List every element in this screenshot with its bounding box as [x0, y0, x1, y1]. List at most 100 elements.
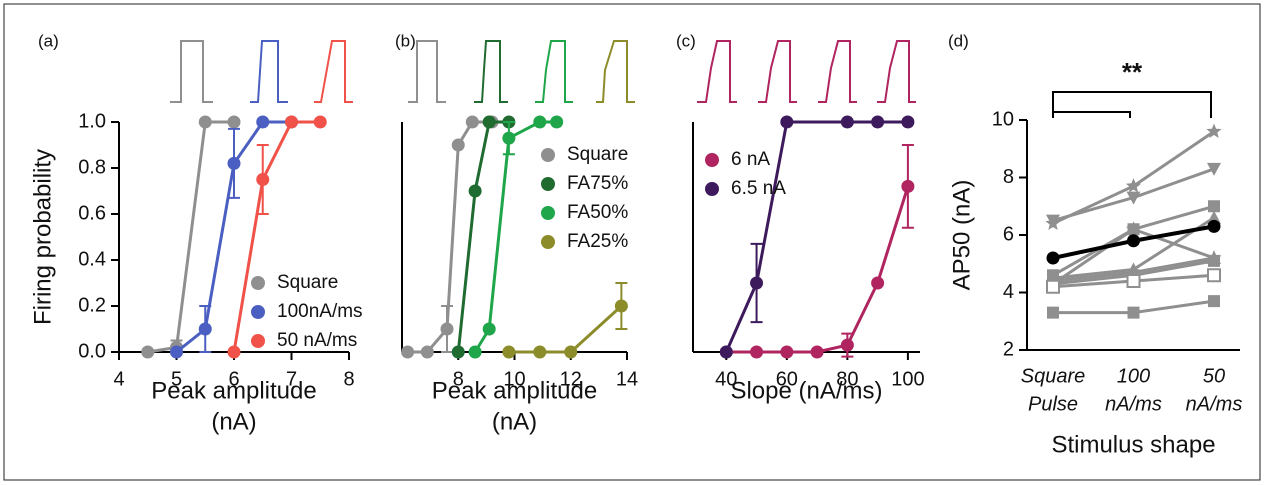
stimulus-icon	[170, 40, 213, 103]
x-tick-label: 80	[836, 368, 858, 390]
marker	[1047, 306, 1059, 319]
marker	[502, 345, 516, 359]
stimulus-icon	[877, 40, 916, 103]
marker	[1127, 234, 1140, 248]
marker	[465, 115, 479, 129]
marker	[1208, 295, 1220, 308]
marker	[1046, 251, 1060, 265]
y-tick-label: 0.4	[78, 248, 106, 270]
marker	[750, 276, 764, 290]
marker	[1207, 210, 1221, 224]
stimulus-icon	[408, 40, 446, 103]
marker	[1207, 268, 1221, 283]
legend-marker	[705, 182, 719, 196]
stimulus-icon	[314, 40, 353, 103]
legend-marker	[541, 148, 555, 162]
stimulus-icon	[758, 40, 797, 103]
x-tick-label: 40	[715, 368, 737, 390]
x-tick-label: 10	[503, 368, 525, 390]
marker	[871, 115, 885, 129]
x-tick-label: 6	[228, 368, 239, 390]
marker	[1127, 306, 1140, 319]
x-axis-label: (nA)	[492, 408, 537, 435]
marker	[468, 184, 482, 198]
legend-label: 50 nA/ms	[277, 330, 357, 351]
marker	[1208, 200, 1220, 213]
y-tick-label: 0.2	[78, 294, 106, 316]
x-tick-label: 100	[891, 368, 924, 390]
legend-label: 100nA/ms	[277, 301, 363, 322]
panel-label: (a)	[38, 31, 59, 50]
marker	[198, 115, 212, 129]
y-tick-label: 6	[1003, 223, 1014, 245]
y-tick-label: 0.0	[78, 340, 106, 362]
legend-marker	[541, 235, 555, 249]
marker	[256, 115, 270, 129]
marker	[468, 345, 482, 359]
marker	[227, 345, 241, 359]
legend-marker	[541, 206, 555, 220]
significance-bracket	[1052, 91, 1212, 118]
marker	[1206, 123, 1222, 138]
marker	[227, 156, 241, 170]
y-tick-label: 1.0	[78, 110, 106, 132]
stimulus-icon	[596, 40, 635, 103]
marker	[810, 345, 824, 359]
marker	[141, 345, 155, 359]
legend-label: 6 nA	[731, 149, 770, 170]
series-line	[147, 120, 234, 354]
marker	[451, 138, 465, 152]
marker	[170, 345, 183, 359]
x-tick-label: 100	[1117, 365, 1150, 387]
panel-label: (c)	[676, 31, 696, 50]
marker	[420, 345, 434, 359]
panel-label: (b)	[395, 31, 416, 50]
marker	[313, 115, 327, 129]
marker	[451, 345, 465, 359]
marker	[1046, 214, 1060, 228]
legend-marker	[251, 334, 265, 348]
x-tick-label: 12	[560, 368, 582, 390]
marker	[401, 345, 415, 359]
marker	[1125, 178, 1142, 193]
x-tick-label: nA/ms	[1186, 393, 1243, 415]
x-tick-label: 60	[776, 368, 798, 390]
x-tick-label: 50	[1203, 365, 1225, 387]
legend-label: Square	[277, 272, 338, 293]
marker	[198, 322, 212, 336]
x-axis-label: Peak amplitude	[151, 377, 316, 404]
marker	[285, 115, 298, 129]
marker	[550, 115, 564, 129]
y-tick-label: 0.6	[78, 202, 106, 224]
marker	[482, 322, 496, 336]
marker	[840, 338, 854, 352]
frame	[3, 3, 1261, 481]
y-axis-label: AP50 (nA)	[948, 180, 975, 291]
legend-label: FA25%	[567, 231, 628, 252]
legend-marker	[541, 177, 555, 191]
x-tick-label: 14	[616, 368, 638, 390]
x-tick-label: Pulse	[1028, 393, 1078, 415]
marker	[780, 115, 794, 129]
stimulus-icon	[250, 40, 288, 103]
series-line	[726, 185, 910, 354]
marker	[901, 115, 915, 129]
stimulus-icon	[697, 40, 737, 103]
legend-label: 6.5 nA	[731, 178, 786, 199]
stimulus-icons	[170, 40, 916, 103]
marker	[719, 345, 733, 359]
y-tick-label: 8	[1003, 166, 1014, 188]
x-axis-label: Peak amplitude	[432, 377, 597, 404]
series-line	[456, 120, 509, 353]
x-tick-label: 7	[286, 368, 297, 390]
marker	[780, 345, 794, 359]
marker	[440, 322, 454, 336]
marker	[614, 299, 628, 313]
x-axis-label: Stimulus shape	[1051, 431, 1215, 458]
panel-label: (d)	[948, 31, 969, 50]
marker	[256, 173, 270, 186]
marker	[564, 345, 578, 359]
y-tick-label: 10	[992, 108, 1014, 130]
marker	[1126, 191, 1141, 205]
